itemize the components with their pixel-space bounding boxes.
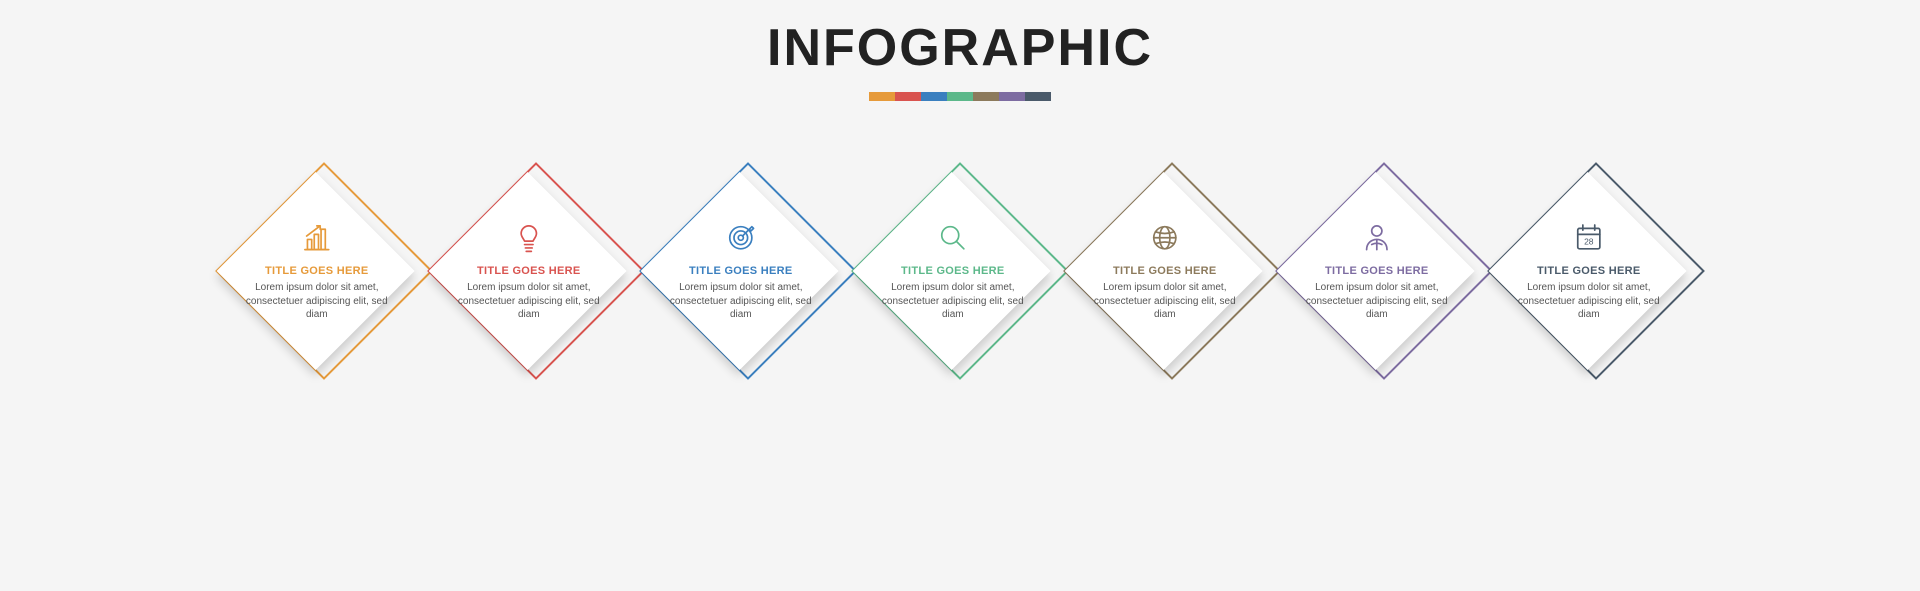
card-title: TITLE GOES HERE <box>1075 265 1255 277</box>
card-title: TITLE GOES HERE <box>651 265 831 277</box>
card-content: TITLE GOES HERE Lorem ipsum dolor sit ame… <box>1075 221 1255 322</box>
card-content: TITLE GOES HERE Lorem ipsum dolor sit ame… <box>651 221 831 322</box>
color-bar-segment <box>921 92 947 101</box>
card-body-text: Lorem ipsum dolor sit amet, consectetuer… <box>863 281 1043 322</box>
target-icon <box>651 221 831 255</box>
card-body-text: Lorem ipsum dolor sit amet, consectetuer… <box>1075 281 1255 322</box>
color-bar-segment <box>869 92 895 101</box>
card-content: TITLE GOES HERE Lorem ipsum dolor sit ame… <box>227 221 407 322</box>
magnifier-icon <box>863 221 1043 255</box>
card-content: TITLE GOES HERE Lorem ipsum dolor sit ame… <box>863 221 1043 322</box>
lightbulb-icon <box>439 221 619 255</box>
info-card: TITLE GOES HERELorem ipsum dolor sit ame… <box>459 161 613 381</box>
card-title: TITLE GOES HERE <box>863 265 1043 277</box>
info-card: TITLE GOES HERELorem ipsum dolor sit ame… <box>1095 161 1249 381</box>
page-title: INFOGRAPHIC <box>767 18 1153 78</box>
card-content: TITLE GOES HERE Lorem ipsum dolor sit ame… <box>1287 221 1467 322</box>
card-title: TITLE GOES HERE <box>1287 265 1467 277</box>
card-body-text: Lorem ipsum dolor sit amet, consectetuer… <box>1287 281 1467 322</box>
infographic-root: INFOGRAPHIC TITLE GOES HERE Lorem ipsum d… <box>0 0 1920 381</box>
calendar-icon: 28 <box>1499 221 1679 255</box>
color-bar-segment <box>895 92 921 101</box>
card-body-text: Lorem ipsum dolor sit amet, consectetuer… <box>439 281 619 322</box>
color-bar-segment <box>947 92 973 101</box>
color-bar-segment <box>1025 92 1051 101</box>
info-card: TITLE GOES HERELorem ipsum dolor sit ame… <box>671 161 825 381</box>
color-bar-segment <box>999 92 1025 101</box>
globe-icon <box>1075 221 1255 255</box>
info-card: TITLE GOES HERELorem ipsum dolor sit ame… <box>883 161 1037 381</box>
svg-text:28: 28 <box>1584 237 1594 247</box>
accent-color-bar <box>869 92 1051 101</box>
bar-chart-icon <box>227 221 407 255</box>
info-card: TITLE GOES HERELorem ipsum dolor sit ame… <box>1307 161 1461 381</box>
card-content: TITLE GOES HERE Lorem ipsum dolor sit ame… <box>439 221 619 322</box>
person-icon <box>1287 221 1467 255</box>
card-row: TITLE GOES HERE Lorem ipsum dolor sit ame… <box>247 161 1673 381</box>
card-body-text: Lorem ipsum dolor sit amet, consectetuer… <box>1499 281 1679 322</box>
card-content: 28 TITLE GOES HERE Lorem ipsum dolor sit a… <box>1499 221 1679 322</box>
card-title: TITLE GOES HERE <box>227 265 407 277</box>
card-title: TITLE GOES HERE <box>1499 265 1679 277</box>
info-card: TITLE GOES HERELorem ipsum dolor sit ame… <box>247 161 401 381</box>
card-title: TITLE GOES HERE <box>439 265 619 277</box>
card-body-text: Lorem ipsum dolor sit amet, consectetuer… <box>227 281 407 322</box>
color-bar-segment <box>973 92 999 101</box>
card-body-text: Lorem ipsum dolor sit amet, consectetuer… <box>651 281 831 322</box>
info-card: 28TITLE GOES HERELorem ipsum dolor sit a… <box>1519 161 1673 381</box>
